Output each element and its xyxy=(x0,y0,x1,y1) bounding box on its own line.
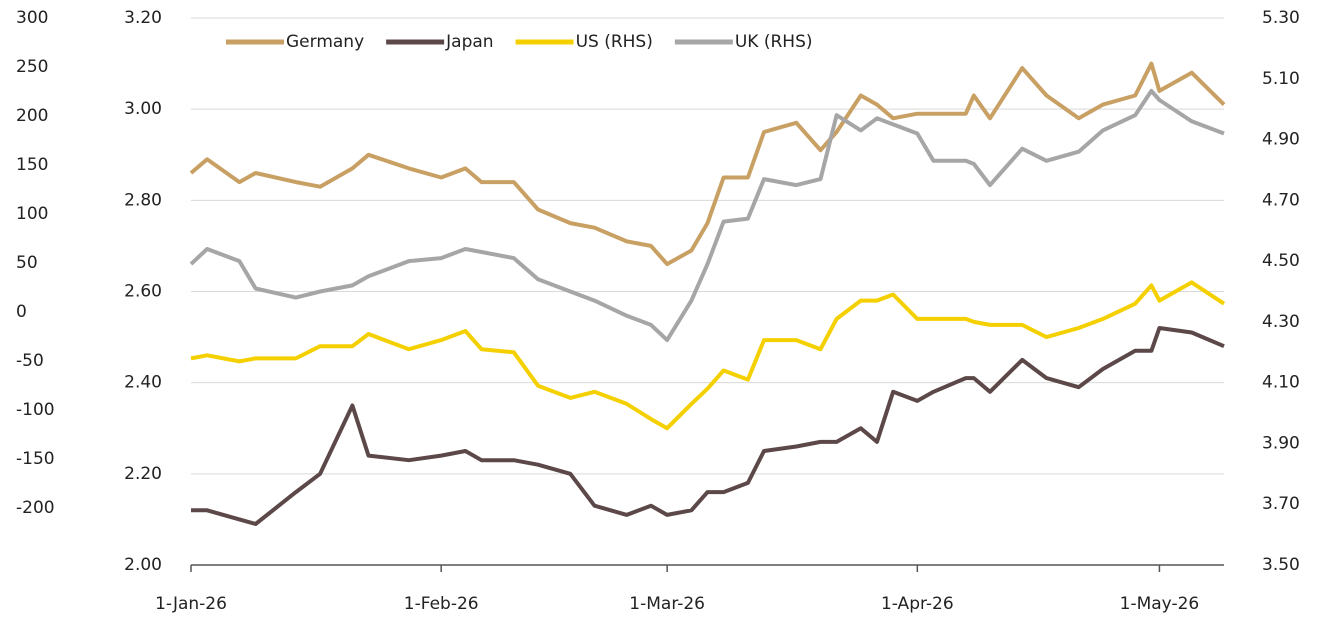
y2-tick-label: 4.30 xyxy=(1262,312,1300,332)
x-tick-label: 1-Apr-26 xyxy=(881,594,954,614)
y2-tick-label: 4.50 xyxy=(1262,251,1300,271)
y2-tick-label: 4.90 xyxy=(1262,130,1300,150)
y3-tick-label: -200 xyxy=(16,498,55,518)
y-tick-label: 3.20 xyxy=(124,8,162,28)
y2-tick-label: 3.50 xyxy=(1262,555,1300,575)
y3-tick-label: 50 xyxy=(16,253,38,273)
y-tick-label: 3.00 xyxy=(124,99,162,119)
y3-tick-label: 300 xyxy=(16,8,48,28)
legend-label: US (RHS) xyxy=(576,32,653,52)
y2-tick-label: 4.10 xyxy=(1262,373,1300,393)
x-tick-label: 1-Mar-26 xyxy=(629,594,705,614)
legend-label: UK (RHS) xyxy=(735,32,813,52)
y3-tick-label: 0 xyxy=(16,302,27,322)
y3-tick-label: 100 xyxy=(16,204,48,224)
series-line xyxy=(191,326,1225,526)
series-line xyxy=(190,280,1226,431)
y2-tick-label: 4.70 xyxy=(1262,190,1300,210)
y3-tick-label: 200 xyxy=(16,106,48,126)
y2-tick-label: 3.90 xyxy=(1262,433,1300,453)
y3-tick-label: -150 xyxy=(16,449,55,469)
y2-tick-label: 5.10 xyxy=(1262,69,1300,89)
legend-label: Germany xyxy=(286,32,364,52)
y-tick-label: 2.60 xyxy=(124,282,162,302)
x-tick-label: 1-Feb-26 xyxy=(404,594,479,614)
x-tick-label: 1-Jan-26 xyxy=(155,594,227,614)
y-tick-label: 2.20 xyxy=(124,464,162,484)
y-tick-label: 2.40 xyxy=(124,373,162,393)
y-tick-label: 2.00 xyxy=(124,555,162,575)
y3-tick-label: 150 xyxy=(16,155,48,175)
series-line xyxy=(189,88,1225,343)
y3-tick-label: 250 xyxy=(16,57,48,77)
series-line xyxy=(189,61,1226,267)
y-tick-label: 2.80 xyxy=(124,190,162,210)
x-tick-label: 1-May-26 xyxy=(1120,594,1200,614)
y2-tick-label: 5.30 xyxy=(1262,8,1300,28)
y3-tick-label: -100 xyxy=(16,400,55,420)
y2-tick-label: 3.70 xyxy=(1262,494,1300,514)
legend-label: Japan xyxy=(445,32,493,52)
y3-tick-label: -50 xyxy=(16,351,44,371)
